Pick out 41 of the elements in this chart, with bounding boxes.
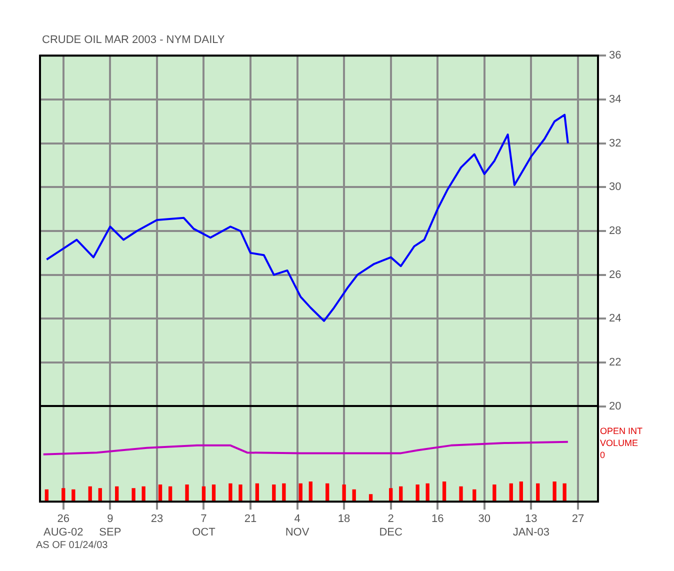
bar	[442, 482, 446, 502]
x-tick-label: 27	[572, 513, 584, 526]
text: 0	[600, 449, 606, 461]
bar	[342, 484, 346, 502]
y-tick-label: 28	[609, 225, 622, 238]
y-tick-label: 26	[609, 268, 622, 281]
bar	[492, 484, 496, 502]
x-tick-label: 2 DEC	[379, 513, 402, 538]
x-tick-label: 26 AUG-02	[44, 513, 84, 538]
bar	[519, 482, 523, 502]
x-tick-label: 21	[244, 513, 257, 526]
chart-title: CRUDE OIL MAR 2003 - NYM DAILY	[42, 34, 225, 46]
x-tick-label: 7 OCT	[192, 513, 216, 538]
x-tick-label: 30	[478, 513, 491, 526]
text: AS OF 01/24/03	[36, 540, 108, 551]
bar	[416, 484, 420, 502]
y-tick-label: 34	[609, 93, 622, 106]
x-tick-label: 9 SEP	[99, 513, 122, 538]
bar	[185, 484, 189, 502]
bar	[132, 488, 136, 502]
x-tick-label: 23	[150, 513, 164, 526]
x-tick-label: 16	[431, 513, 444, 526]
x-tick-label: 4 NOV	[285, 513, 310, 538]
y-tick-label: 24	[609, 312, 622, 325]
y-tick-label: 22	[609, 356, 622, 369]
bar	[212, 484, 216, 502]
x-tick-label: 13 JAN-03	[512, 513, 550, 538]
bar	[308, 482, 312, 502]
bar	[552, 482, 556, 502]
bar	[272, 484, 276, 502]
text: OPEN INT	[600, 425, 643, 437]
y-tick-label: 36	[609, 50, 622, 62]
x-tick-label: 18	[338, 513, 350, 526]
y-tick-label: 30	[609, 181, 622, 194]
bar	[228, 483, 232, 502]
text: VOLUME	[600, 437, 640, 449]
bar	[158, 484, 162, 502]
y-tick-label: 32	[609, 137, 622, 150]
y-tick-label: 20	[609, 400, 622, 412]
bar	[459, 486, 463, 502]
bar	[238, 484, 242, 502]
